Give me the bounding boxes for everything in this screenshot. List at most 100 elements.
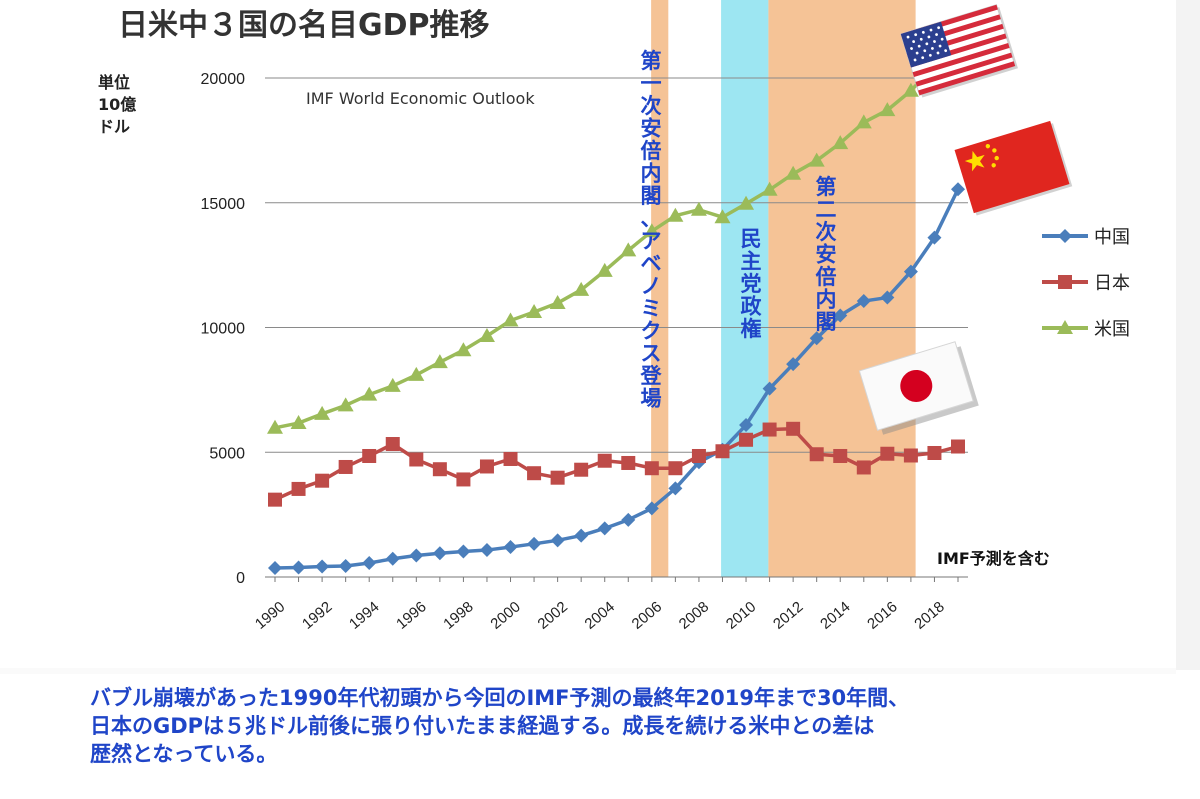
data-point: [738, 195, 755, 210]
data-point: [432, 546, 447, 561]
period-label: 第二次安倍内閣: [816, 175, 837, 334]
data-point: [268, 561, 282, 576]
y-tick-label: 10000: [201, 321, 246, 338]
forecast-note: IMF予測を含む: [937, 549, 1050, 568]
data-point: [833, 308, 848, 323]
data-point: [667, 207, 684, 222]
legend-marker: [1057, 320, 1073, 334]
x-tick-label: 2006: [629, 598, 665, 632]
data-point: [268, 492, 282, 507]
data-point: [503, 451, 518, 466]
data-point: [691, 448, 706, 463]
x-tick-label: 2010: [723, 598, 759, 632]
y-unit-line-1: 単位: [98, 73, 130, 92]
data-point: [621, 455, 636, 470]
data-point: [715, 444, 730, 459]
data-point: [927, 445, 942, 460]
data-point: [786, 421, 801, 436]
data-point: [384, 377, 401, 392]
data-point: [456, 472, 471, 487]
caption-line-3: 歴然となっている。: [90, 742, 278, 766]
caption-line-1: バブル崩壊があった1990年代初頭から今回のIMF予測の最終年2019年まで30…: [90, 686, 910, 710]
data-point: [879, 102, 896, 117]
data-point: [668, 461, 683, 476]
data-point: [833, 448, 848, 463]
x-tick-label: 1996: [393, 598, 429, 632]
data-point: [856, 294, 871, 309]
y-tick-label: 0: [236, 570, 245, 587]
legend-marker: [1058, 229, 1072, 243]
chart-title: 日米中３国の名目GDP推移: [118, 8, 490, 43]
data-point: [573, 281, 590, 296]
period-band: [721, 0, 769, 577]
data-point: [315, 559, 330, 574]
data-point: [337, 397, 354, 412]
period-band: [651, 0, 669, 577]
data-point: [927, 230, 942, 245]
data-point: [550, 533, 565, 548]
x-tick-label: 2014: [817, 598, 853, 632]
x-tick-label: 2004: [582, 598, 618, 632]
data-point: [409, 548, 424, 563]
data-point: [880, 290, 895, 305]
y-tick-label: 20000: [201, 71, 246, 88]
data-point: [644, 501, 659, 516]
x-tick-label: 1998: [440, 598, 476, 632]
data-point: [786, 357, 801, 372]
period-label: 第一次安倍内閣、アベノミクス登場: [640, 49, 663, 411]
x-tick-label: 2008: [676, 598, 712, 632]
data-point: [621, 512, 636, 527]
data-point: [314, 405, 331, 420]
data-point: [596, 262, 613, 277]
legend-label: 日本: [1094, 273, 1130, 294]
x-tick-label: 2002: [534, 598, 570, 632]
japan-flag-icon: [858, 341, 979, 435]
x-tick-label: 1994: [346, 598, 382, 632]
data-point: [903, 264, 918, 279]
china-flag-icon: [954, 120, 1073, 216]
data-point: [315, 473, 330, 488]
data-point: [290, 415, 307, 430]
period-label: 民主党政権: [741, 227, 763, 341]
x-tick-label: 2016: [864, 598, 900, 632]
data-point: [597, 521, 612, 536]
data-point: [880, 446, 895, 461]
x-tick-label: 1992: [299, 598, 335, 632]
data-point: [455, 342, 472, 357]
x-tick-label: 2012: [770, 598, 806, 632]
data-point: [832, 135, 849, 150]
data-point: [762, 381, 777, 396]
data-point: [409, 452, 424, 467]
data-point: [478, 327, 495, 342]
data-point: [549, 295, 566, 310]
x-tick-label: 2000: [487, 598, 523, 632]
data-point: [338, 559, 353, 574]
data-point: [809, 447, 824, 462]
data-point: [291, 481, 306, 496]
x-tick-label: 2018: [911, 598, 947, 632]
data-point: [714, 209, 731, 224]
data-point: [808, 152, 825, 167]
y-unit-line-2: 10億: [98, 95, 136, 114]
legend-marker: [1058, 275, 1072, 289]
data-point: [597, 453, 612, 468]
period-band: [768, 0, 916, 577]
data-point: [479, 543, 494, 558]
legend-label: 中国: [1094, 227, 1130, 248]
data-point: [761, 181, 778, 196]
data-point: [574, 462, 589, 477]
legend-label: 米国: [1094, 319, 1130, 340]
y-unit-label: 単位 10億 ドル: [98, 73, 136, 136]
data-point: [855, 114, 872, 129]
data-point: [408, 366, 425, 381]
data-point: [951, 182, 965, 197]
x-tick-label: 1990: [252, 598, 288, 632]
data-point: [903, 448, 918, 463]
y-tick-label: 5000: [209, 445, 245, 462]
data-point: [620, 242, 637, 257]
data-point: [809, 331, 824, 346]
data-point: [503, 540, 518, 555]
data-point: [291, 560, 306, 575]
data-point: [739, 432, 754, 447]
